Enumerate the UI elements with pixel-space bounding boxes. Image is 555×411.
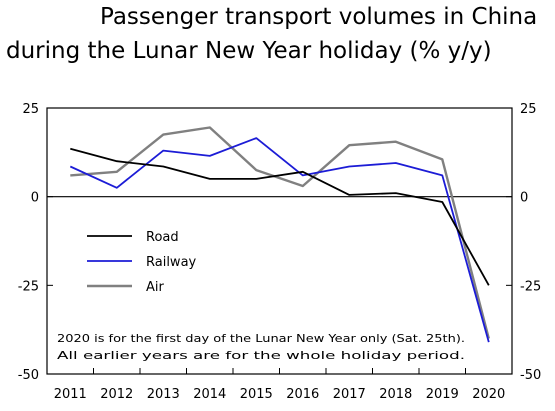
series-line-air <box>70 126 490 339</box>
x-tick-label: 2013 <box>147 387 180 402</box>
chart-title-line-1: Passenger transport volumes in China <box>100 4 538 30</box>
y-tick-label-right: 0 <box>520 191 528 206</box>
x-tick-label: 2012 <box>100 387 133 402</box>
footnote-line: 2020 is for the first day of the Lunar N… <box>57 332 465 345</box>
x-tick-label: 2015 <box>240 387 273 402</box>
y-tick-label-right: -25 <box>520 279 541 294</box>
x-tick-label: 2018 <box>379 387 412 402</box>
series-line-railway <box>69 137 490 343</box>
chart-title: Passenger transport volumes in China dur… <box>0 0 555 90</box>
series-line-road <box>70 147 490 286</box>
legend-label-road: Road <box>146 230 179 245</box>
y-tick-label-right: 25 <box>520 102 537 117</box>
y-tick-label-left: 0 <box>31 191 39 206</box>
legend-label-air: Air <box>146 280 165 295</box>
y-tick-label-left: -50 <box>18 368 39 383</box>
x-tick-label: 2014 <box>193 387 226 402</box>
x-tick-label: 2011 <box>54 387 87 402</box>
x-tick-label: 2020 <box>472 387 505 402</box>
x-tick-label: 2016 <box>286 387 319 402</box>
x-tick-label: 2019 <box>426 387 459 402</box>
chart-title-line-2: during the Lunar New Year holiday (% y/y… <box>6 38 492 64</box>
y-tick-label-left: -25 <box>18 279 39 294</box>
x-tick-label: 2017 <box>333 387 366 402</box>
footnote-line: All earlier years are for the whole holi… <box>57 349 465 362</box>
y-tick-label-right: -50 <box>520 368 541 383</box>
y-tick-label-left: 25 <box>22 102 39 117</box>
legend-label-railway: Railway <box>146 255 197 270</box>
